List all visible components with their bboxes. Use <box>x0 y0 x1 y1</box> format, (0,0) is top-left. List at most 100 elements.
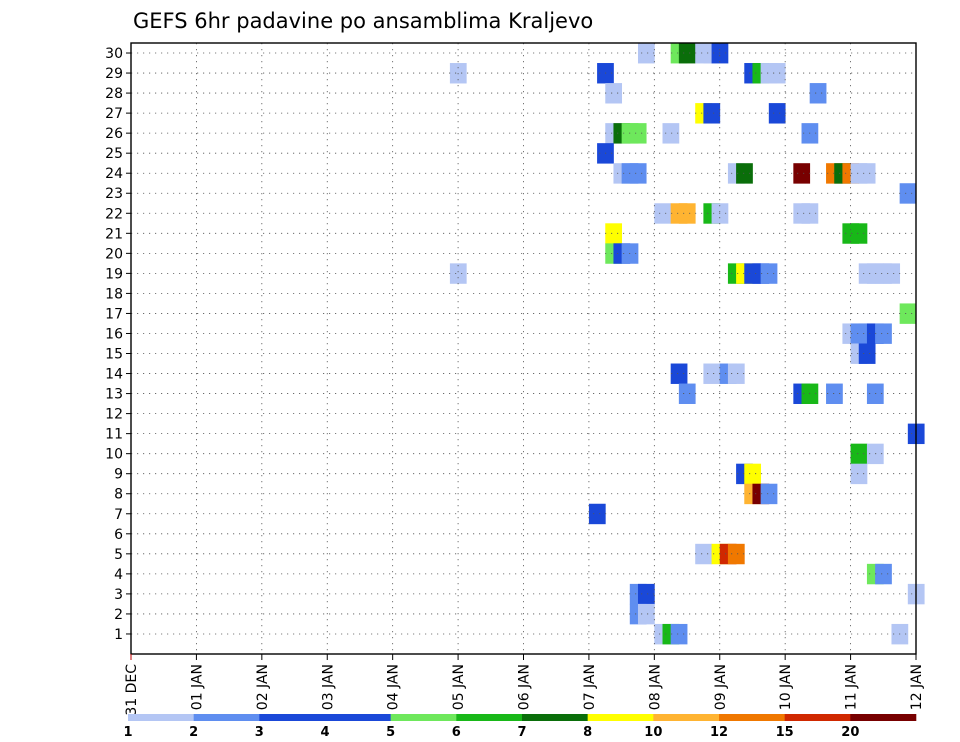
x-tick-label-9: 09 JAN <box>713 664 729 710</box>
heatmap-cell-70 <box>727 363 745 384</box>
colorbar: 1 2 3 4 5 6 7 8 10 12 15 20 <box>123 714 917 740</box>
colorbar-label-3: 4 <box>320 725 329 740</box>
heatmap-cell-81 <box>850 463 868 485</box>
plot-frame <box>130 42 917 655</box>
heatmap-cell-86 <box>695 543 712 565</box>
heatmap-cell-20 <box>629 123 647 144</box>
heatmap-cell-16 <box>768 103 786 124</box>
y-tick-label-19: 19 <box>105 266 123 282</box>
heatmap-cell-93 <box>637 583 655 605</box>
heatmap-cell-15 <box>703 103 721 124</box>
y-tick-label-7: 7 <box>114 507 123 523</box>
y-tick-label-16: 16 <box>105 326 123 342</box>
x-tick-label-8: 08 JAN <box>647 664 663 710</box>
heatmap-cell-85 <box>588 503 606 525</box>
colorbar-swatch-9 <box>719 714 785 721</box>
heatmap-cell-43 <box>605 223 623 244</box>
colorbar-label-4: 5 <box>386 725 395 740</box>
heatmap-cell-68 <box>703 363 721 384</box>
heatmap-cell-11 <box>768 63 786 84</box>
heatmap-cell-49 <box>449 263 467 284</box>
y-tick-label-6: 6 <box>114 527 123 543</box>
heatmap-cell-89 <box>727 543 745 565</box>
x-tick-label-4: 04 JAN <box>386 664 402 710</box>
x-axis: 31 DEC 01 JAN 02 JAN 03 JAN 04 JAN 05 JAN 06 J… <box>124 654 925 716</box>
heatmap-cells <box>449 43 925 645</box>
y-tick-label-28: 28 <box>105 86 123 102</box>
heatmap-cell-84 <box>760 483 778 505</box>
heatmap-cell-64 <box>875 323 892 344</box>
heatmap-cell-38 <box>678 203 696 224</box>
y-tick-label-3: 3 <box>114 587 123 603</box>
x-tick-label-1: 01 JAN <box>189 664 205 710</box>
y-tick-label-18: 18 <box>105 286 123 302</box>
heatmap-cell-71 <box>678 383 696 404</box>
colorbar-label-2: 3 <box>255 725 264 740</box>
heatmap-cell-54 <box>760 263 778 284</box>
colorbar-swatch-3 <box>325 714 391 721</box>
y-tick-label-22: 22 <box>105 206 123 222</box>
heatmap-cell-74 <box>826 383 843 404</box>
colorbar-swatch-5 <box>456 714 523 721</box>
y-tick-label-14: 14 <box>105 367 123 383</box>
colorbar-label-5: 6 <box>452 725 461 740</box>
y-tick-label-10: 10 <box>105 447 123 463</box>
colorbar-label-10: 15 <box>776 725 794 740</box>
colorbar-swatch-8 <box>653 714 720 721</box>
colorbar-label-11: 20 <box>841 725 859 740</box>
y-tick-label-29: 29 <box>105 66 123 82</box>
colorbar-swatch-6 <box>522 714 588 721</box>
colorbar-swatch-2 <box>259 714 326 721</box>
heatmap-cell-96 <box>637 603 655 625</box>
y-tick-label-17: 17 <box>105 306 123 322</box>
colorbar-label-1: 2 <box>189 725 198 740</box>
x-tick-label-10: 10 JAN <box>778 664 794 710</box>
y-tick-label-12: 12 <box>105 407 123 423</box>
colorbar-label-7: 8 <box>583 725 592 740</box>
grid-lines <box>130 43 917 654</box>
y-tick-label-25: 25 <box>105 146 123 162</box>
y-tick-label-9: 9 <box>114 467 123 483</box>
colorbar-swatch-7 <box>587 714 654 721</box>
colorbar-swatch-11 <box>850 714 917 721</box>
colorbar-swatch-0 <box>128 714 194 721</box>
heatmap-cell-21 <box>662 123 680 144</box>
y-tick-label-1: 1 <box>114 627 123 643</box>
y-tick-label-30: 30 <box>105 46 123 62</box>
x-tick-label-5: 05 JAN <box>451 664 467 710</box>
colorbar-label-0: 1 <box>123 725 132 740</box>
heatmap-cell-13 <box>809 83 827 104</box>
heatmap-cell-99 <box>670 623 688 645</box>
heatmap-cell-28 <box>736 163 753 184</box>
heatmap-cell-29 <box>793 163 811 184</box>
y-tick-label-15: 15 <box>105 347 123 363</box>
y-axis: 1234567891011121314151617181920212223242… <box>105 46 131 643</box>
x-tick-label-6: 06 JAN <box>517 664 533 710</box>
heatmap-cell-12 <box>605 83 623 104</box>
heatmap-cell-67 <box>670 363 688 384</box>
x-tick-label-3: 03 JAN <box>320 664 336 710</box>
y-tick-label-23: 23 <box>105 186 123 202</box>
heatmap-cell-66 <box>858 343 876 364</box>
heatmap-cell-45 <box>850 223 868 244</box>
x-tick-label-11: 11 JAN <box>844 664 860 710</box>
colorbar-label-9: 12 <box>710 725 728 740</box>
colorbar-swatch-1 <box>193 714 260 721</box>
colorbar-swatch-4 <box>390 714 457 721</box>
colorbar-swatch-10 <box>784 714 851 721</box>
heatmap-cell-0 <box>637 43 655 64</box>
heatmap-cell-34 <box>858 163 876 184</box>
colorbar-label-6: 7 <box>517 725 526 740</box>
x-tick-label-7: 07 JAN <box>582 664 598 710</box>
heatmap-cell-91 <box>875 563 892 585</box>
y-tick-label-26: 26 <box>105 126 123 142</box>
heatmap-cell-36 <box>654 203 672 224</box>
colorbar-label-8: 10 <box>644 725 662 740</box>
heatmap-cell-59 <box>899 303 917 324</box>
y-tick-label-8: 8 <box>114 487 123 503</box>
x-tick-label-0: 31 DEC <box>124 664 140 716</box>
chart-title: GEFS 6hr padavine po ansamblima Kraljevo <box>133 9 593 33</box>
y-tick-label-27: 27 <box>105 106 123 122</box>
y-tick-label-24: 24 <box>105 166 123 182</box>
